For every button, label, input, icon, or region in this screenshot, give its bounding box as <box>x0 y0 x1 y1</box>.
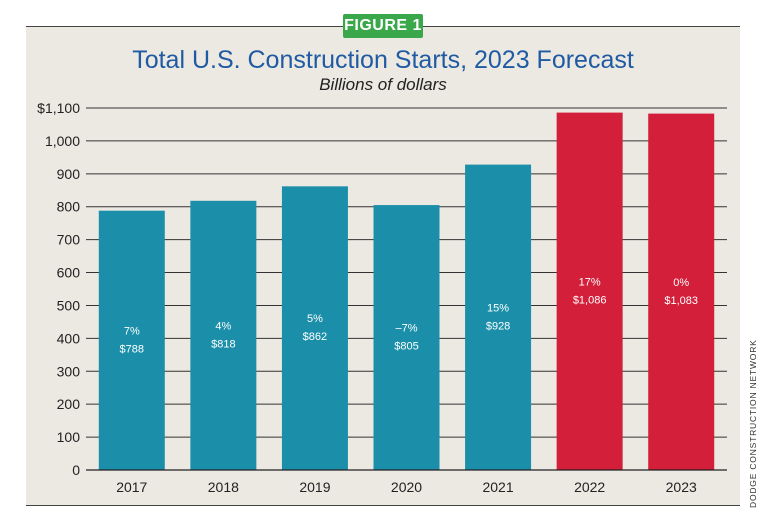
x-tick-label: 2017 <box>116 479 147 495</box>
figure-badge: FIGURE 1 <box>343 14 423 38</box>
y-tick-label: 700 <box>57 232 81 248</box>
y-tick-label: 800 <box>57 199 81 215</box>
bar-2019 <box>281 186 348 470</box>
bar-value-label: $1,086 <box>573 294 607 306</box>
bar-2023 <box>648 113 715 470</box>
bar-value-label: $788 <box>120 343 144 355</box>
bar-pct-label: 17% <box>579 276 601 288</box>
y-tick-label: 0 <box>72 462 80 478</box>
y-tick-label: 100 <box>57 429 81 445</box>
y-tick-label: 200 <box>57 396 81 412</box>
y-tick-label: 500 <box>57 297 81 313</box>
bar-pct-label: 7% <box>124 325 140 337</box>
y-tick-label: 300 <box>57 363 81 379</box>
x-tick-label: 2018 <box>208 479 239 495</box>
y-tick-label: 1,000 <box>45 133 80 149</box>
y-tick-label: 900 <box>57 166 81 182</box>
bar-2018 <box>190 200 257 470</box>
bar-2021 <box>465 164 532 470</box>
bar-pct-label: 0% <box>673 277 689 289</box>
bar-2022 <box>556 112 623 470</box>
x-tick-label: 2022 <box>574 479 605 495</box>
y-tick-label: 400 <box>57 330 81 346</box>
bar-value-label: $928 <box>486 320 510 332</box>
x-tick-label: 2021 <box>482 479 513 495</box>
bar-pct-label: 5% <box>307 313 323 325</box>
y-tick-label: 600 <box>57 265 81 281</box>
bar-2020 <box>373 205 440 470</box>
bar-value-label: $1,083 <box>664 295 698 307</box>
chart-title: Total U.S. Construction Starts, 2023 For… <box>132 46 634 74</box>
bar-pct-label: 15% <box>487 302 509 314</box>
x-tick-label: 2019 <box>299 479 330 495</box>
bar-pct-label: –7% <box>395 323 417 335</box>
bar-2017 <box>98 210 165 470</box>
bar-value-label: $818 <box>211 338 235 350</box>
bar-value-label: $862 <box>303 331 327 343</box>
chart-subtitle: Billions of dollars <box>319 75 447 94</box>
bar-pct-label: 4% <box>215 320 231 332</box>
x-tick-label: 2023 <box>666 479 697 495</box>
y-tick-label: $1,100 <box>37 100 80 116</box>
x-tick-label: 2020 <box>391 479 422 495</box>
bar-value-label: $805 <box>394 341 418 353</box>
